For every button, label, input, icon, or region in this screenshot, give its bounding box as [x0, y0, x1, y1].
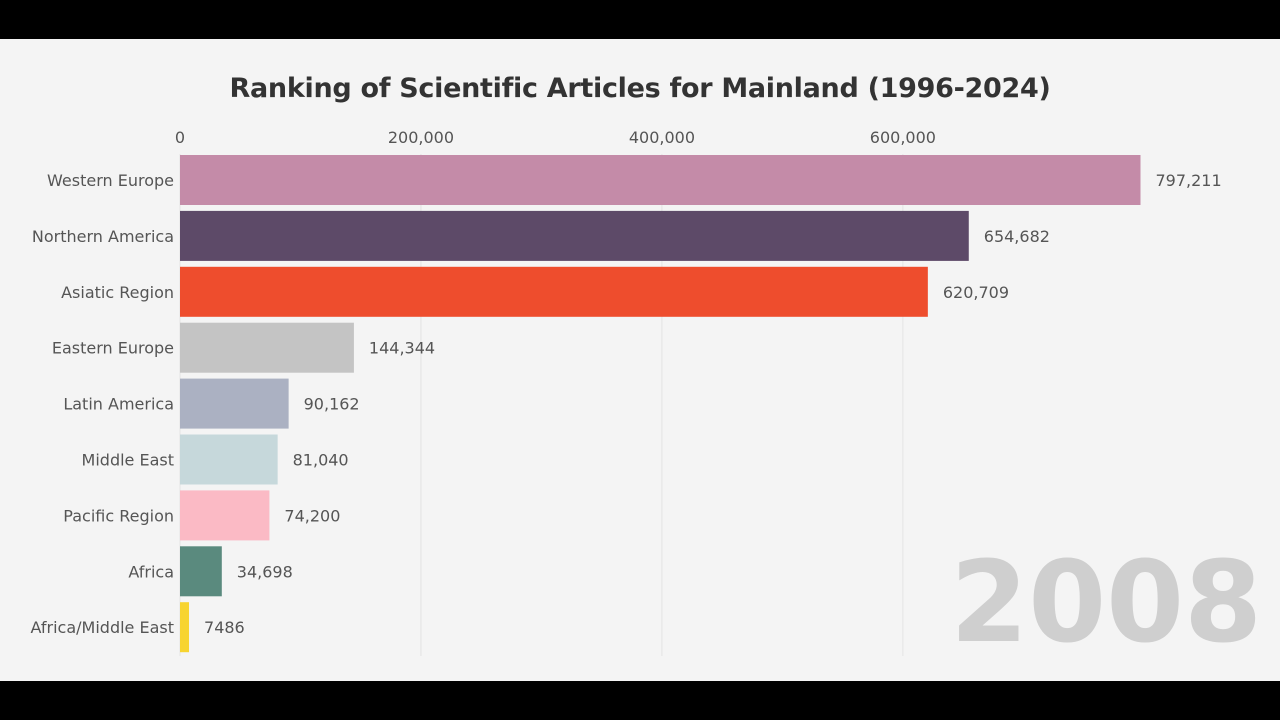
bar	[180, 546, 222, 597]
bar	[180, 155, 1141, 205]
x-tick-label: 200,000	[388, 128, 454, 147]
bar	[180, 266, 928, 317]
value-label: 620,709	[943, 283, 1009, 302]
category-label: Middle East	[82, 451, 174, 470]
value-label: 144,344	[369, 339, 435, 358]
x-tick-label: 0	[175, 128, 185, 147]
category-label: Northern America	[32, 227, 174, 246]
category-label: Western Europe	[47, 171, 174, 190]
category-label: Africa	[128, 562, 174, 581]
value-label: 81,040	[293, 451, 349, 470]
bar	[180, 378, 289, 429]
category-label: Latin America	[63, 395, 174, 414]
chart-frame: Ranking of Scientific Articles for Mainl…	[0, 39, 1280, 681]
bar	[180, 602, 190, 653]
year-label: 2008	[950, 538, 1262, 668]
category-label: Asiatic Region	[61, 283, 174, 302]
bar	[180, 490, 270, 541]
x-tick-label: 600,000	[870, 128, 936, 147]
value-label: 7486	[204, 618, 245, 637]
x-tick-label: 400,000	[629, 128, 695, 147]
value-label: 34,698	[237, 562, 293, 581]
category-label: Eastern Europe	[52, 339, 174, 358]
category-label: Africa/Middle East	[31, 618, 174, 637]
value-label: 90,162	[304, 395, 360, 414]
value-label: 654,682	[984, 227, 1050, 246]
value-label: 74,200	[284, 506, 340, 525]
bar	[180, 322, 354, 373]
bar	[180, 434, 278, 485]
value-label: 797,211	[1156, 171, 1222, 190]
bar-chart: 0 200,000 400,000 600,000 2008 Western Euro…	[31, 128, 1262, 668]
chart-title: Ranking of Scientific Articles for Mainl…	[229, 73, 1051, 104]
bar	[180, 210, 969, 261]
category-label: Pacific Region	[63, 506, 174, 525]
